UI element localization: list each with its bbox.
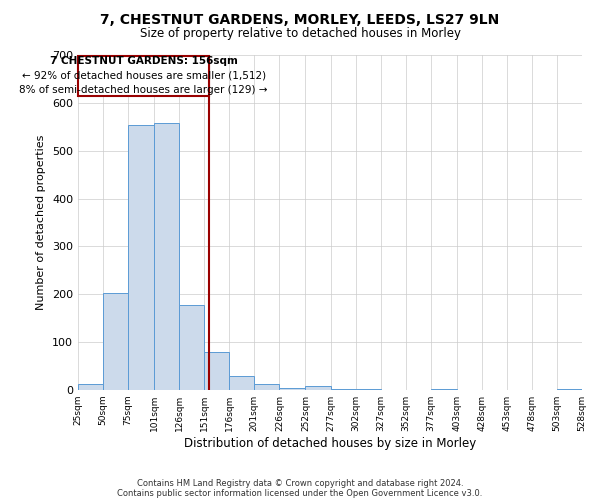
Text: Contains public sector information licensed under the Open Government Licence v3: Contains public sector information licen… — [118, 488, 482, 498]
Text: 7, CHESTNUT GARDENS, MORLEY, LEEDS, LS27 9LN: 7, CHESTNUT GARDENS, MORLEY, LEEDS, LS27… — [100, 12, 500, 26]
Bar — [254, 384, 280, 390]
Bar — [331, 388, 356, 390]
Text: ← 92% of detached houses are smaller (1,512): ← 92% of detached houses are smaller (1,… — [22, 71, 266, 81]
Bar — [78, 384, 103, 390]
Bar — [305, 386, 331, 390]
Y-axis label: Number of detached properties: Number of detached properties — [37, 135, 46, 310]
Bar — [557, 388, 582, 390]
Bar — [229, 376, 254, 390]
Bar — [356, 388, 380, 390]
Text: Contains HM Land Registry data © Crown copyright and database right 2024.: Contains HM Land Registry data © Crown c… — [137, 478, 463, 488]
Bar — [103, 293, 128, 390]
Bar — [128, 125, 154, 390]
Bar — [179, 305, 204, 390]
Bar — [154, 124, 179, 390]
Text: 8% of semi-detached houses are larger (129) →: 8% of semi-detached houses are larger (1… — [19, 84, 268, 94]
Bar — [204, 352, 229, 390]
Bar — [431, 388, 457, 390]
FancyBboxPatch shape — [78, 56, 209, 96]
Bar — [280, 388, 305, 390]
Text: Size of property relative to detached houses in Morley: Size of property relative to detached ho… — [139, 28, 461, 40]
X-axis label: Distribution of detached houses by size in Morley: Distribution of detached houses by size … — [184, 437, 476, 450]
Text: 7 CHESTNUT GARDENS: 156sqm: 7 CHESTNUT GARDENS: 156sqm — [50, 56, 238, 66]
